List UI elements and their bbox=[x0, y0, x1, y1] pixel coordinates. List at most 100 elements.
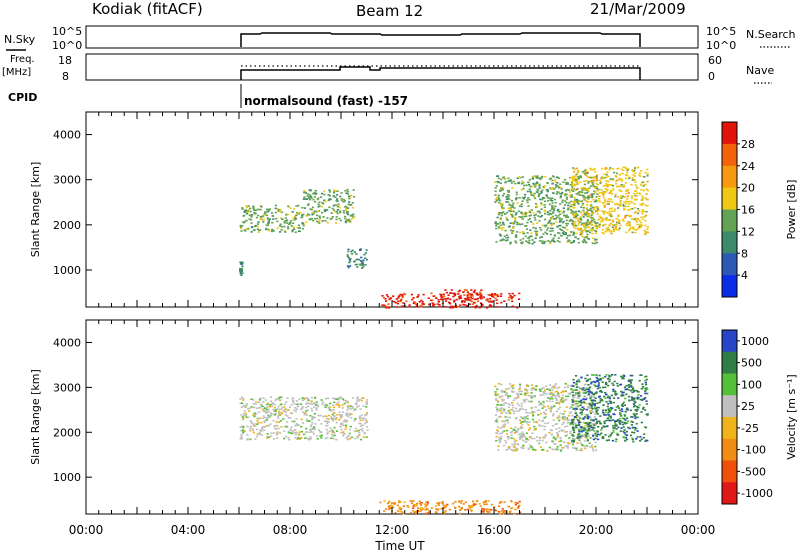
power-cell bbox=[504, 213, 507, 215]
velocity-cell bbox=[632, 403, 635, 405]
y-tick-label: 1000 bbox=[53, 471, 81, 484]
velocity-cell bbox=[261, 405, 264, 407]
power-colorbar-tick-label: 20 bbox=[741, 182, 755, 195]
power-cell bbox=[314, 200, 317, 203]
velocity-cell bbox=[502, 513, 505, 515]
power-cell bbox=[471, 295, 474, 297]
velocity-cell bbox=[458, 501, 461, 503]
velocity-cell bbox=[615, 438, 618, 441]
power-cell bbox=[588, 226, 591, 229]
velocity-cell bbox=[331, 433, 334, 436]
power-cell bbox=[537, 194, 541, 197]
velocity-cell bbox=[644, 375, 647, 378]
power-cell bbox=[636, 166, 639, 169]
power-cell bbox=[391, 300, 394, 303]
velocity-cell bbox=[551, 386, 554, 389]
velocity-cell bbox=[259, 417, 262, 420]
velocity-cell bbox=[613, 380, 616, 383]
velocity-cell bbox=[640, 387, 643, 390]
velocity-cell bbox=[254, 425, 257, 428]
power-cell bbox=[620, 195, 623, 197]
power-cell bbox=[518, 292, 521, 295]
power-cell bbox=[539, 198, 542, 201]
power-cell bbox=[497, 177, 500, 180]
velocity-cell bbox=[482, 511, 485, 514]
power-cell bbox=[511, 232, 514, 234]
power-cell bbox=[586, 176, 589, 178]
velocity-cell bbox=[547, 407, 550, 410]
velocity-cell bbox=[583, 389, 586, 392]
velocity-cell bbox=[345, 399, 348, 402]
velocity-cell bbox=[293, 429, 296, 431]
power-plot-frame bbox=[85, 111, 699, 308]
velocity-cell bbox=[267, 424, 271, 427]
power-cell bbox=[614, 227, 618, 230]
power-cell bbox=[306, 193, 309, 195]
power-cell bbox=[314, 189, 317, 192]
velocity-cell bbox=[257, 407, 261, 409]
velocity-cell bbox=[275, 428, 278, 430]
velocity-cell bbox=[503, 430, 506, 432]
power-cell bbox=[620, 178, 623, 181]
power-cell bbox=[522, 187, 525, 190]
power-cell bbox=[583, 229, 586, 232]
velocity-cell bbox=[331, 418, 334, 420]
velocity-cell bbox=[518, 433, 521, 436]
power-cell bbox=[397, 297, 400, 299]
power-cell bbox=[513, 294, 516, 297]
power-cell bbox=[519, 176, 522, 179]
velocity-cell bbox=[305, 414, 308, 416]
power-cell bbox=[541, 242, 544, 245]
power-cell bbox=[395, 306, 398, 308]
power-cell bbox=[466, 297, 469, 300]
velocity-cell bbox=[253, 415, 256, 418]
velocity-cell bbox=[407, 506, 410, 508]
power-cell bbox=[515, 234, 518, 236]
power-cell bbox=[632, 228, 635, 230]
velocity-cell bbox=[309, 415, 312, 417]
power-cell bbox=[385, 294, 389, 296]
power-cell bbox=[595, 196, 598, 198]
velocity-cell bbox=[320, 437, 323, 439]
power-cell bbox=[496, 199, 499, 201]
velocity-cell bbox=[559, 437, 562, 440]
power-cell bbox=[308, 195, 311, 198]
power-cell bbox=[607, 203, 610, 205]
power-cell bbox=[573, 203, 576, 206]
power-cell bbox=[606, 185, 609, 188]
power-cell bbox=[384, 298, 387, 300]
x-tick-label: 00:00 bbox=[69, 523, 104, 537]
velocity-cell bbox=[604, 375, 607, 378]
velocity-colorbar-segment bbox=[722, 438, 737, 461]
power-cell bbox=[624, 181, 627, 184]
power-cell bbox=[598, 215, 601, 218]
power-cell bbox=[522, 237, 525, 240]
velocity-cell bbox=[588, 446, 592, 448]
velocity-cell bbox=[289, 428, 292, 430]
power-cell bbox=[438, 305, 441, 308]
velocity-cell bbox=[301, 407, 304, 410]
velocity-cell bbox=[526, 417, 529, 420]
power-cell bbox=[504, 229, 507, 232]
velocity-cell bbox=[365, 420, 368, 422]
power-cell bbox=[408, 304, 411, 306]
velocity-cell bbox=[319, 414, 322, 417]
power-cell bbox=[586, 220, 589, 223]
power-cell bbox=[627, 201, 630, 203]
velocity-cell bbox=[344, 420, 347, 423]
velocity-cell bbox=[543, 391, 546, 393]
power-cell bbox=[265, 214, 268, 217]
power-cell bbox=[414, 302, 417, 304]
power-cell bbox=[333, 190, 336, 193]
power-cell bbox=[610, 193, 614, 195]
power-cell bbox=[348, 195, 351, 198]
power-cell bbox=[347, 218, 350, 221]
power-cell bbox=[595, 174, 599, 177]
velocity-cell bbox=[358, 415, 362, 418]
velocity-cell bbox=[574, 410, 577, 412]
velocity-cell bbox=[340, 415, 344, 417]
velocity-cell bbox=[266, 403, 269, 406]
power-cell bbox=[608, 212, 611, 214]
velocity-cell bbox=[253, 423, 256, 425]
power-cell bbox=[587, 180, 590, 183]
